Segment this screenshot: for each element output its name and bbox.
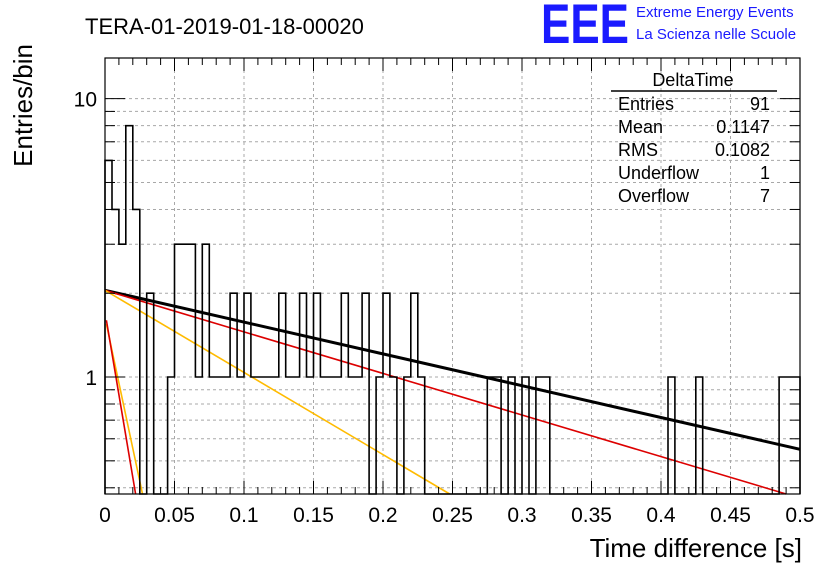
brand-line-1: Extreme Energy Events: [636, 4, 794, 21]
fit-line: [104, 289, 451, 495]
y-axis-label: Entries/bin: [8, 44, 38, 167]
eee-logo: EEE: [541, 0, 629, 55]
x-tick-label: 0.5: [785, 504, 814, 527]
brand-line-2: La Scienza nelle Scuole: [636, 26, 796, 43]
x-tick-label: 0.3: [507, 504, 536, 527]
y-tick-label: 10: [74, 89, 97, 112]
stats-row-value: 7: [760, 186, 770, 206]
x-tick-label: 0: [99, 504, 111, 527]
x-tick-label: 0.05: [154, 504, 195, 527]
axes: [104, 57, 801, 495]
histogram-outline: [104, 124, 801, 495]
x-tick-label: 0.25: [432, 504, 473, 527]
x-tick-label: 0.4: [646, 504, 676, 527]
histogram-bins: [104, 124, 801, 495]
stats-row-label: Underflow: [618, 163, 700, 183]
grid: [105, 58, 800, 494]
stats-row-label: Overflow: [618, 186, 690, 206]
stats-row-value: 91: [750, 94, 770, 114]
brand-logo: EEE Extreme Energy Events La Scienza nel…: [541, 0, 796, 55]
stats-row-value: 1: [760, 163, 770, 183]
x-axis-label: Time difference [s]: [590, 533, 802, 563]
fit-line: [104, 289, 787, 495]
x-tick-label: 0.2: [368, 504, 397, 527]
stats-box-title: DeltaTime: [652, 70, 733, 90]
y-tick-labels: 1 10: [74, 89, 97, 390]
x-tick-labels: 0 0.05 0.1 0.15 0.2 0.25 0.3 0.35 0.4 0.45 0.5: [99, 504, 814, 527]
stats-box: DeltaTime Entries 91 Mean 0.1147 RMS 0.1082 Un…: [611, 70, 777, 206]
x-tick-label: 0.1: [229, 504, 258, 527]
stats-row-value: 0.1082: [715, 140, 770, 160]
stats-row-label: Entries: [618, 94, 674, 114]
x-tick-label: 0.45: [710, 504, 751, 527]
plot-title: TERA-01-2019-01-18-00020: [85, 14, 364, 39]
fit-line: [105, 320, 137, 495]
fit-line: [104, 288, 801, 451]
stats-row-value: 0.1147: [716, 117, 770, 137]
y-tick-label: 1: [85, 367, 97, 390]
fit-curves: [104, 288, 801, 495]
stats-row-label: RMS: [618, 140, 658, 160]
stats-row-label: Mean: [618, 117, 663, 137]
x-tick-label: 0.35: [571, 504, 612, 527]
x-tick-label: 0.15: [293, 504, 334, 527]
